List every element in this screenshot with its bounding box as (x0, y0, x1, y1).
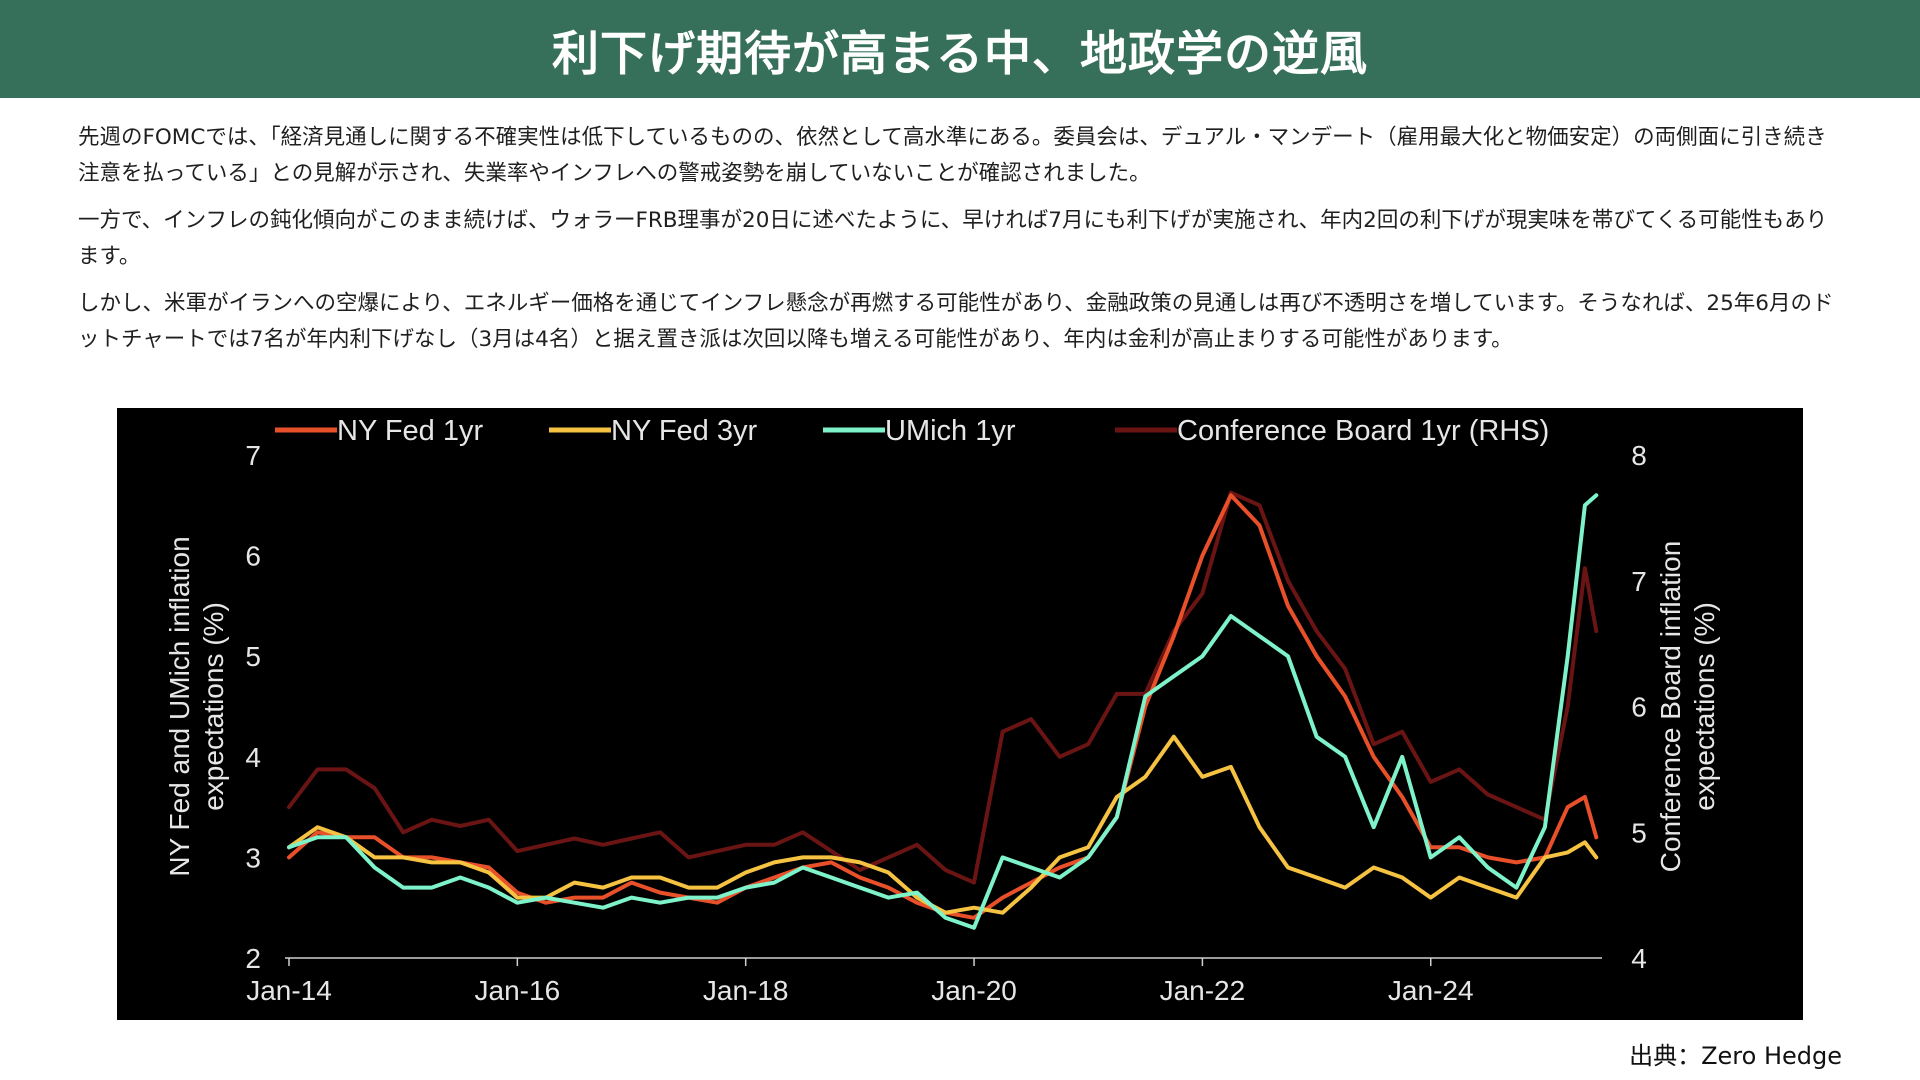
chart-svg: 2 3 4 5 6 7 4 5 6 7 8 Jan-14 Jan-16 Jan-18 Jan-20 Jan-2… (164, 415, 1720, 1006)
y-tick-left-5: 7 (245, 440, 261, 471)
y-tick-right-4: 8 (1631, 440, 1647, 471)
y-axis-title-left: NY Fed and UMich inflation expectations (… (164, 536, 229, 876)
x-tick-label-3: Jan-20 (931, 975, 1017, 1006)
legend-label-3: Conference Board 1yr (RHS) (1177, 415, 1549, 447)
series-line-1 (287, 734, 1599, 915)
x-tick-label-5: Jan-24 (1388, 975, 1474, 1006)
paragraph-2: 一方で、インフレの鈍化傾向がこのまま続けば、ウォラーFRB理事が20日に述べたよ… (78, 208, 1828, 269)
legend-label-0: NY Fed 1yr (337, 415, 483, 447)
paragraph-1: 先週のFOMCでは、「経済見通しに関する不確実性は低下しているものの、依然として… (78, 125, 1827, 186)
inflation-expectations-chart: 2 3 4 5 6 7 4 5 6 7 8 Jan-14 Jan-16 Jan-18 Jan-20 Jan-2… (117, 408, 1803, 1020)
y-tick-right-2: 6 (1631, 692, 1647, 723)
series-line-2 (287, 493, 1599, 930)
title-bar: 利下げ期待が高まる中、地政学の逆風 (0, 0, 1920, 98)
y-tick-left-1: 3 (245, 842, 261, 873)
y-tick-left-3: 5 (245, 641, 261, 672)
legend-label-1: NY Fed 3yr (611, 415, 757, 447)
source-credit: 出典：Zero Hedge (1629, 1042, 1842, 1070)
y-axis-title-right: Conference Board inflation expectations (… (1655, 541, 1720, 873)
y-tick-left-2: 4 (245, 742, 261, 773)
series-line-3 (287, 490, 1599, 885)
x-tick-label-0: Jan-14 (246, 975, 332, 1006)
series-line-0 (287, 493, 1599, 920)
x-tick-label-2: Jan-18 (703, 975, 789, 1006)
y-tick-right-3: 7 (1631, 566, 1647, 597)
y-tick-left-4: 6 (245, 541, 261, 572)
paragraph-3: しかし、米軍がイランへの空爆により、エネルギー価格を通じてインフレ懸念が再燃する… (78, 291, 1834, 352)
x-tick-label-1: Jan-16 (475, 975, 561, 1006)
y-tick-right-1: 5 (1631, 817, 1647, 848)
page-title: 利下げ期待が高まる中、地政学の逆風 (552, 26, 1368, 82)
x-tick-label-4: Jan-22 (1160, 975, 1246, 1006)
legend-label-2: UMich 1yr (885, 415, 1016, 447)
y-tick-left-0: 2 (245, 943, 261, 974)
y-tick-right-0: 4 (1631, 943, 1647, 974)
body-text: 先週のFOMCでは、「経済見通しに関する不確実性は低下しているものの、依然として… (78, 120, 1848, 369)
